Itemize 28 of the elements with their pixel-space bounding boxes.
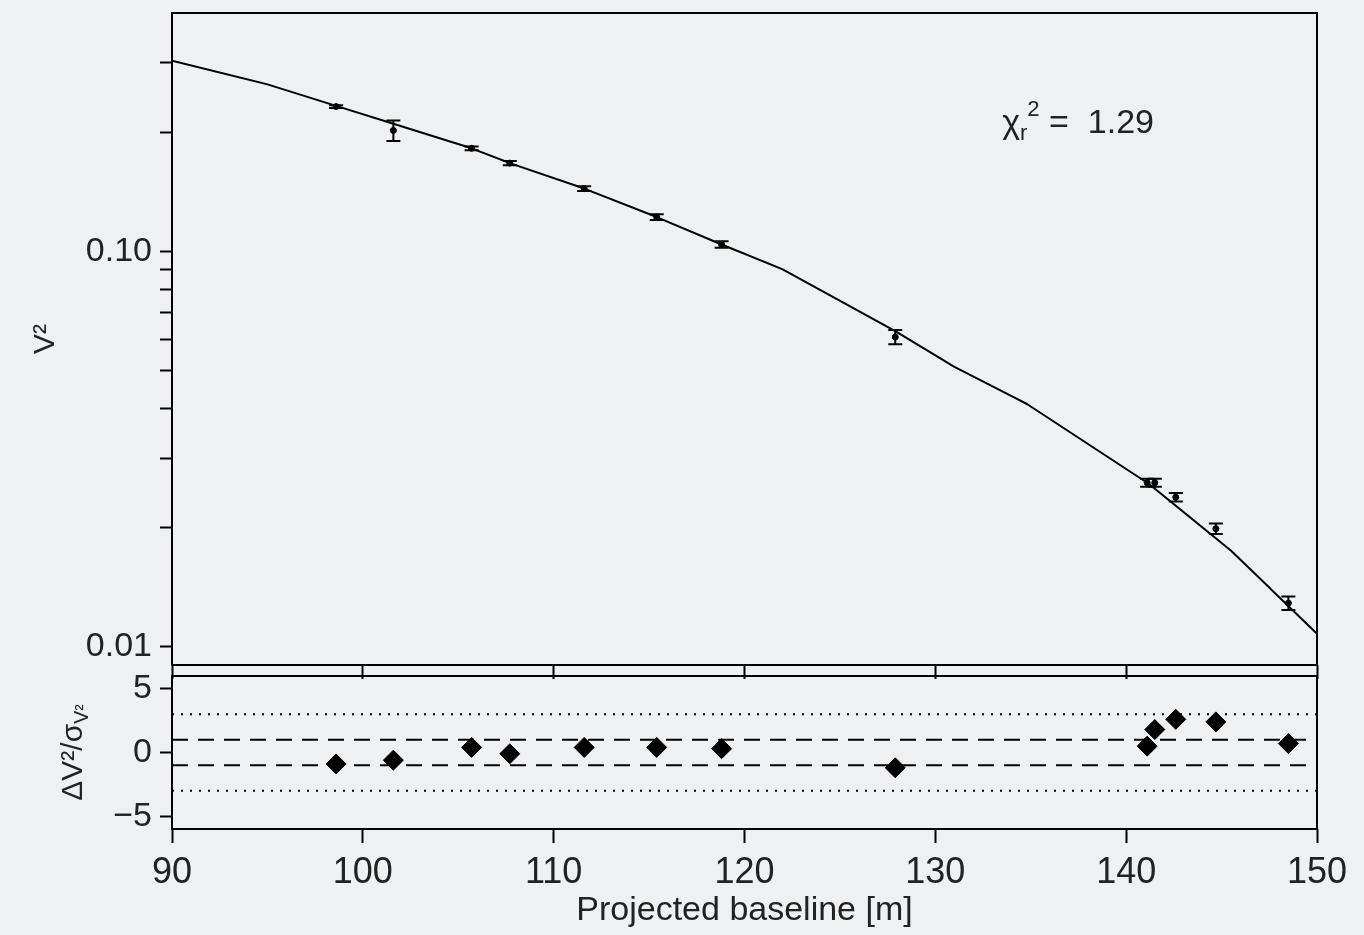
y-tick-label: 0.10 [85, 229, 152, 268]
x-tick-label: 100 [332, 849, 393, 891]
point [325, 753, 347, 775]
point [646, 736, 668, 758]
x-tick-label: 140 [1096, 849, 1157, 891]
x-tick-label: 90 [151, 849, 193, 891]
x-tick-label: 110 [524, 849, 583, 891]
point [1136, 735, 1158, 757]
point [884, 757, 906, 779]
point [461, 736, 483, 758]
y-tick-label: 5 [133, 667, 152, 706]
y-axis-title: ΔV²/σV² [54, 703, 92, 801]
y-tick-label: −5 [113, 794, 152, 833]
y-tick-label: 0.01 [85, 625, 152, 664]
x-tick-label: 130 [905, 849, 966, 891]
point [1144, 719, 1166, 741]
point [1165, 708, 1187, 730]
y-axis-title: V² [27, 323, 61, 354]
point [573, 736, 595, 758]
y-tick-label: 0 [133, 730, 152, 769]
point [499, 743, 521, 765]
x-axis-title: Projected baseline [m] [576, 888, 913, 927]
point [711, 738, 733, 760]
point [1205, 711, 1227, 733]
x-tick-label: 150 [1286, 849, 1348, 891]
point [382, 749, 404, 771]
point [1277, 733, 1299, 755]
x-tick-label: 120 [714, 849, 775, 891]
